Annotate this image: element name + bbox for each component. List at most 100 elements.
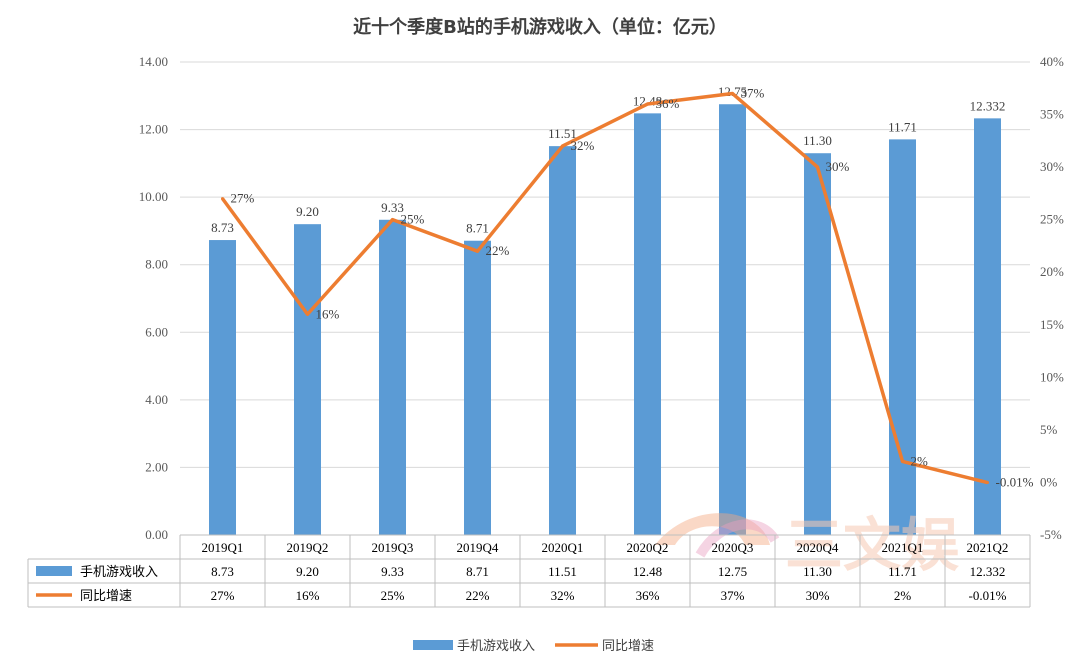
right-tick-label: 25% <box>1040 212 1064 227</box>
table-cell-revenue: 12.48 <box>633 564 662 579</box>
bar-data-label: 8.73 <box>211 220 234 235</box>
table-cell-revenue: 11.30 <box>803 564 832 579</box>
line-data-label: 32% <box>571 138 595 153</box>
table-cell-growth: 36% <box>636 588 660 603</box>
bar-data-labels: 8.739.20 9.338.7111.5112.4812.7511.3011.7… <box>211 84 1005 235</box>
watermark-logo-icon <box>655 513 780 558</box>
line-point <box>391 218 394 222</box>
line-data-label: 22% <box>486 243 510 258</box>
bar <box>634 113 661 536</box>
table-row-header: 同比增速 <box>80 588 132 603</box>
line-data-label: 25% <box>401 212 425 227</box>
bar-data-label: 11.71 <box>888 119 917 134</box>
line-point <box>901 459 904 463</box>
bar <box>209 240 236 535</box>
table-cell-growth: 37% <box>721 588 745 603</box>
bar-data-label: 9.33 <box>381 200 404 215</box>
table-cell-revenue: 12.75 <box>718 564 747 579</box>
bar <box>974 118 1001 536</box>
right-tick-label: 15% <box>1040 317 1064 332</box>
left-tick-label: 8.00 <box>145 257 168 272</box>
right-axis: -5% 0% 5% 10% 15% 20% 25% 30% 35% 40% <box>1040 54 1064 542</box>
bar-data-label: 9.20 <box>296 204 319 219</box>
line-point <box>986 481 989 485</box>
table-cell-growth: 25% <box>381 588 405 603</box>
table-cell-growth: 32% <box>551 588 575 603</box>
table-cell-growth: 22% <box>466 588 490 603</box>
bar-data-label: 8.71 <box>466 221 489 236</box>
bar-data-label: 12.332 <box>970 98 1006 113</box>
bar <box>804 153 831 535</box>
legend-key-bar <box>413 640 453 650</box>
table-cell-revenue: 11.51 <box>548 564 577 579</box>
right-tick-label: 0% <box>1040 474 1058 489</box>
table-cell-growth: 16% <box>296 588 320 603</box>
category-label: 2020Q4 <box>797 540 839 555</box>
right-tick-label: -5% <box>1040 527 1062 542</box>
right-tick-label: 40% <box>1040 54 1064 69</box>
bar <box>294 224 321 535</box>
table-cell-revenue: 9.20 <box>296 564 319 579</box>
category-label: 2021Q2 <box>967 540 1009 555</box>
line-series <box>221 91 989 485</box>
data-table: 2019Q1 8.73 27% 2019Q2 9.20 16% 2019Q3 9.33 25% 2… <box>27 534 1031 608</box>
line-point <box>731 92 734 96</box>
left-tick-label: 10.00 <box>139 189 168 204</box>
line-data-label: 36% <box>656 96 680 111</box>
bar <box>464 240 491 535</box>
line-point <box>476 249 479 253</box>
line-data-label: 27% <box>231 191 255 206</box>
table-cell-growth: 30% <box>806 588 830 603</box>
table-cell-revenue: 11.71 <box>888 564 917 579</box>
table-cell-growth: 27% <box>211 588 235 603</box>
category-label: 2020Q1 <box>542 540 584 555</box>
right-tick-label: 10% <box>1040 369 1064 384</box>
left-tick-label: 14.00 <box>139 54 168 69</box>
legend-label: 同比增速 <box>602 639 654 654</box>
category-label: 2020Q3 <box>712 540 754 555</box>
line-data-label: -0.01% <box>996 475 1034 490</box>
table-cell-revenue: 8.73 <box>211 564 234 579</box>
right-tick-label: 35% <box>1040 107 1064 122</box>
chart-title: 近十个季度B站的手机游戏收入（单位：亿元） <box>353 16 727 38</box>
category-label: 2019Q1 <box>202 540 244 555</box>
category-label: 2021Q1 <box>882 540 924 555</box>
right-tick-label: 5% <box>1040 422 1058 437</box>
left-tick-label: 0.00 <box>145 527 168 542</box>
table-cell-revenue: 9.33 <box>381 564 404 579</box>
watermark-text: 三文娱 <box>785 511 959 579</box>
gridlines <box>180 61 1030 536</box>
right-tick-label: 30% <box>1040 159 1064 174</box>
line-point <box>306 312 309 316</box>
line-point <box>221 197 224 201</box>
left-tick-label: 4.00 <box>145 392 168 407</box>
left-tick-label: 12.00 <box>139 122 168 137</box>
bar <box>549 146 576 535</box>
line-data-label: 37% <box>741 86 765 101</box>
left-tick-label: 2.00 <box>145 459 168 474</box>
category-label: 2019Q2 <box>287 540 329 555</box>
line-point <box>816 165 819 169</box>
line-data-label: 16% <box>316 306 340 321</box>
bar <box>719 104 746 535</box>
legend-label: 手机游戏收入 <box>457 639 535 654</box>
watermark: 三文娱 <box>655 511 959 579</box>
line-data-label: 30% <box>826 159 850 174</box>
category-label: 2019Q3 <box>372 540 414 555</box>
table-cell-growth: 2% <box>894 588 912 603</box>
bar-data-label: 11.51 <box>548 126 577 141</box>
table-cell-growth: -0.01% <box>969 588 1007 603</box>
line-data-label: 2% <box>911 453 929 468</box>
table-key-bar <box>36 566 72 576</box>
bar-data-label: 11.30 <box>803 133 832 148</box>
bar-series <box>209 104 1001 536</box>
table-cell-revenue: 12.332 <box>970 564 1006 579</box>
table-cell-revenue: 8.71 <box>466 564 489 579</box>
right-tick-label: 20% <box>1040 264 1064 279</box>
line-point <box>561 144 564 148</box>
table-row-header: 手机游戏收入 <box>80 564 158 579</box>
left-tick-label: 6.00 <box>145 324 168 339</box>
line-data-labels: 27% 16% 25% 22% 32% 36% 37% 30% 2% -0.01% <box>231 86 1034 490</box>
line-point <box>646 102 649 106</box>
